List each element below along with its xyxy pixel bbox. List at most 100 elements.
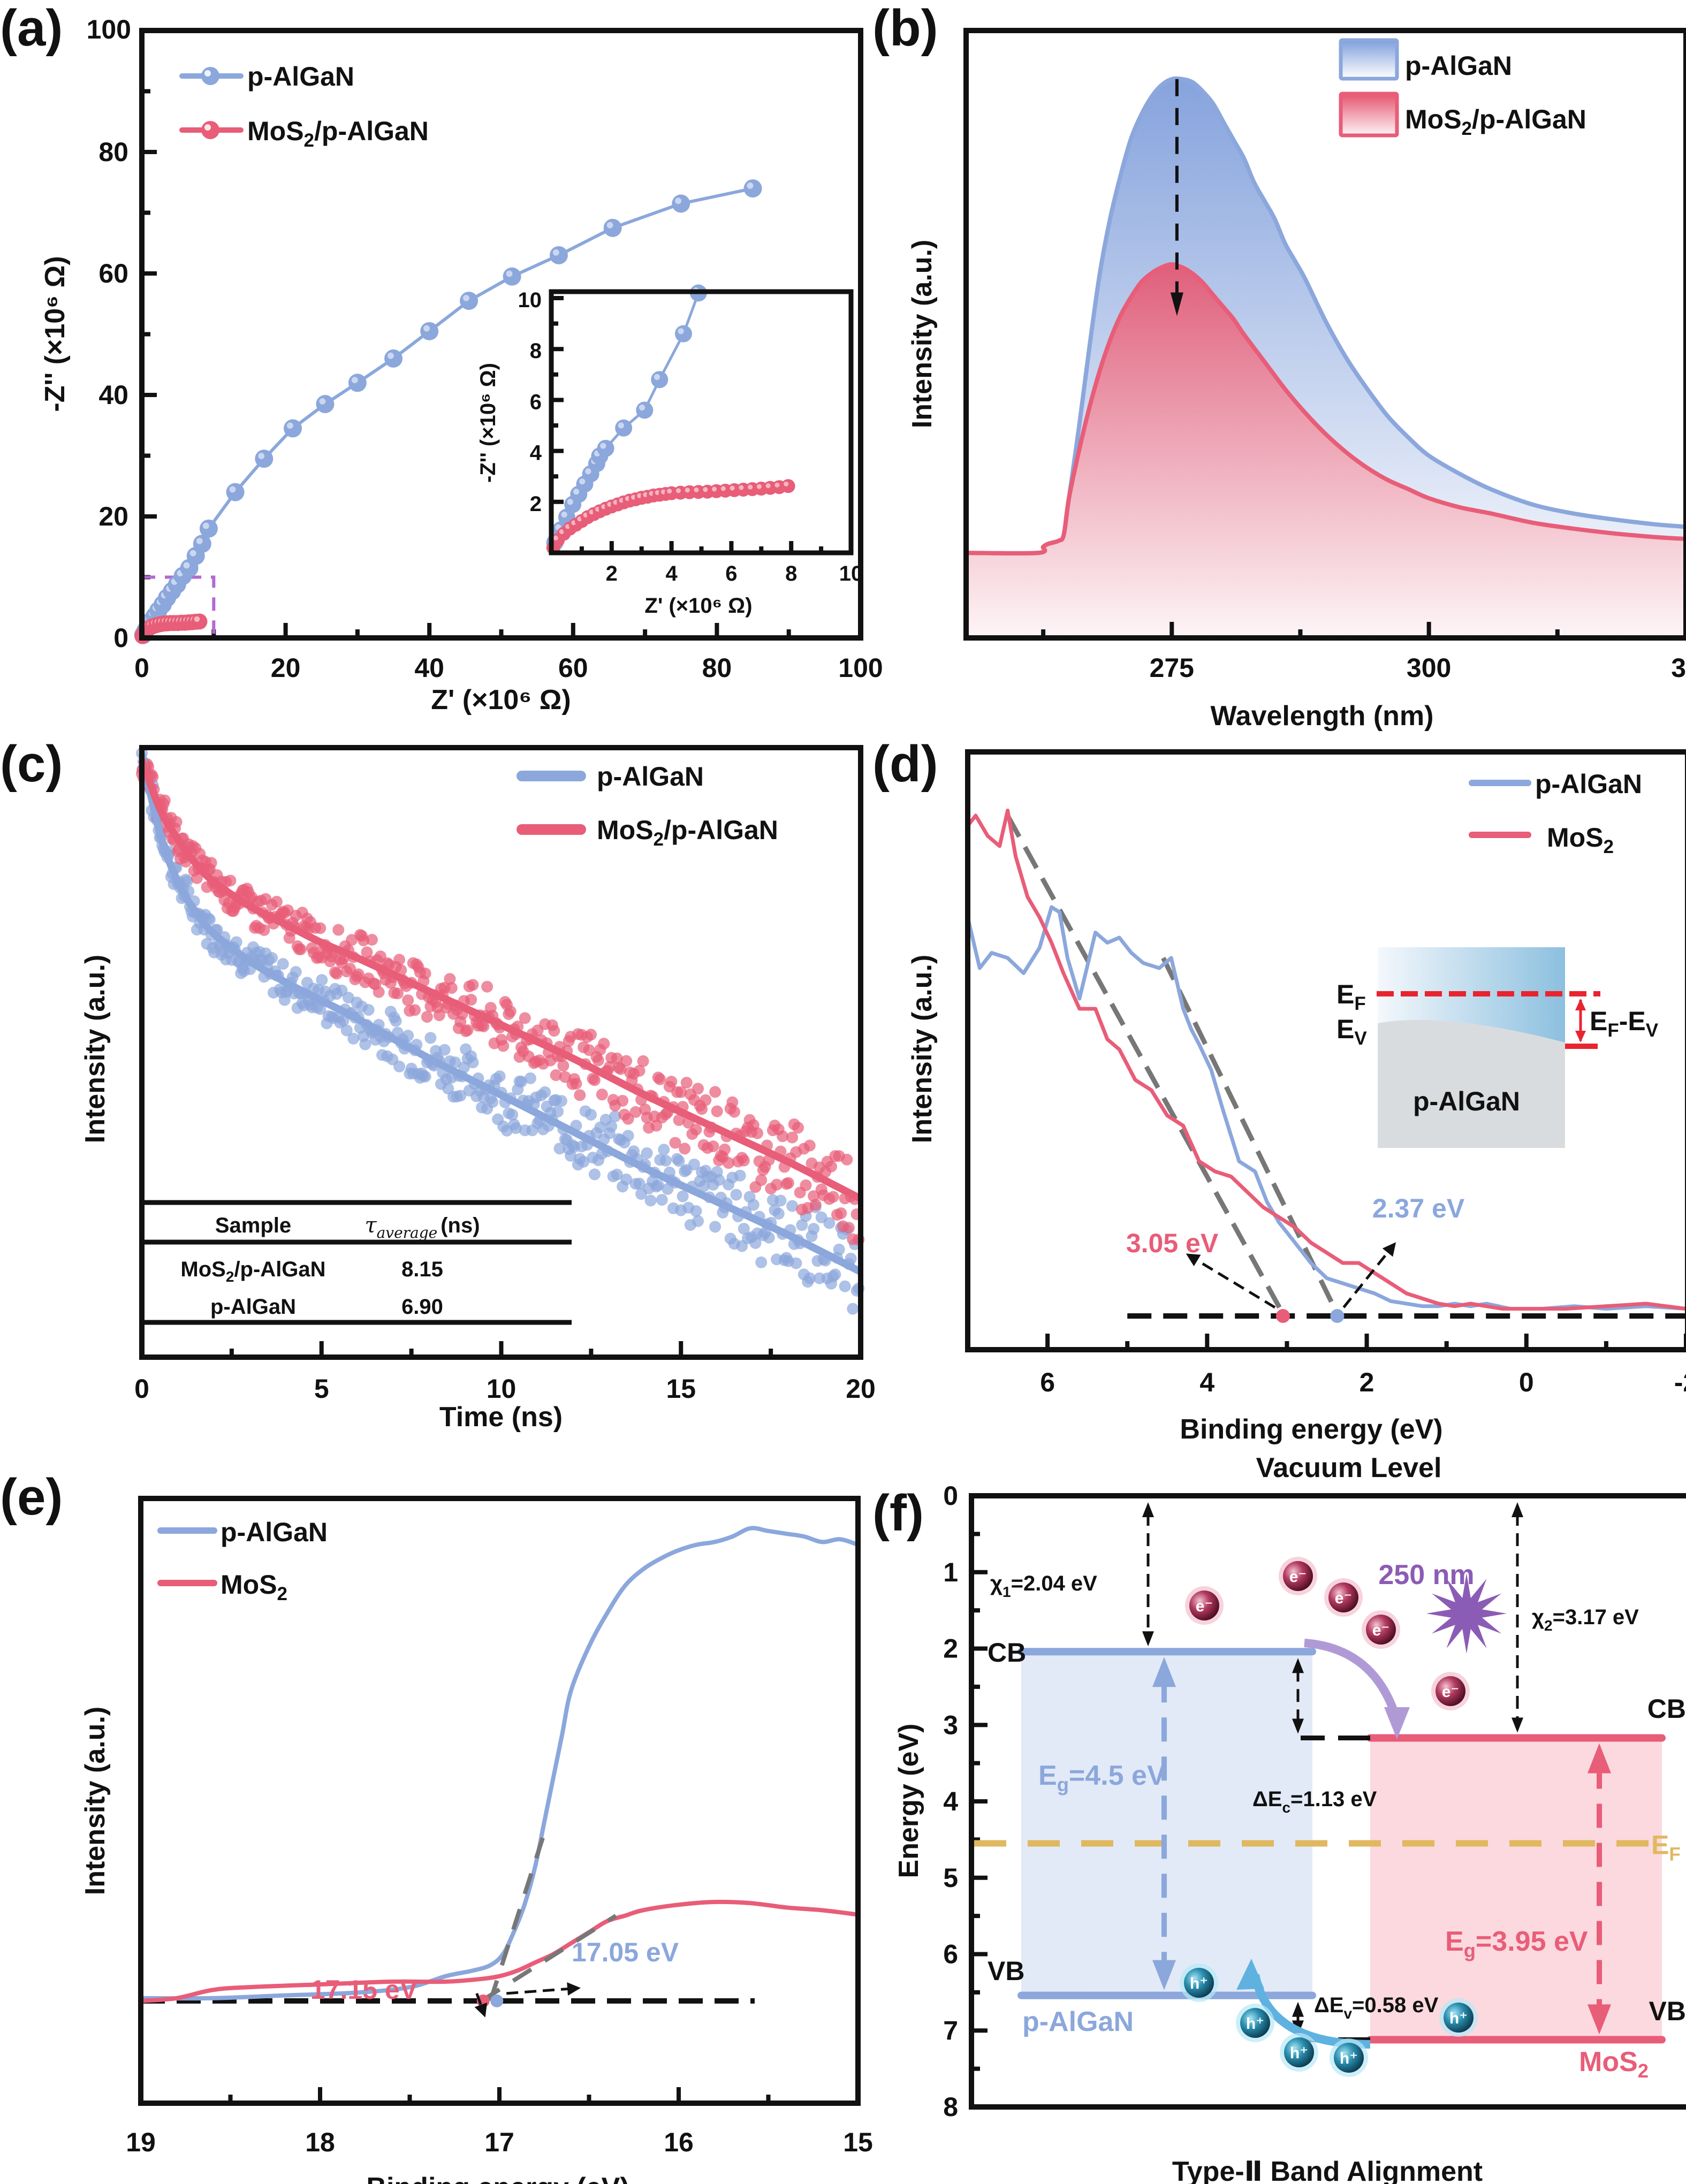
data-point (424, 1032, 437, 1044)
panel-b: (b) 275 300 32 Wavelength (nm) Intensity (… (872, 0, 1686, 732)
bandgap-arrow-mos2-head (1588, 2004, 1611, 2035)
data-point (358, 934, 370, 947)
data-point (809, 1199, 822, 1211)
table-cell-sample: MoS2/p-AlGaN (180, 1258, 325, 1285)
legend-label-p-algan: p-AlGaN (1405, 51, 1512, 81)
data-point (419, 968, 431, 980)
data-point (438, 1044, 451, 1056)
data-point-highlight (606, 222, 613, 229)
data-point (751, 1127, 764, 1139)
extrapolation-line-mos2 (1005, 814, 1285, 1315)
data-point (847, 1303, 859, 1315)
legend-marker-p-algan (201, 67, 219, 85)
inset-data-point-highlight (712, 486, 717, 492)
legend-label-p-algan: p-AlGaN (597, 762, 704, 792)
data-point (641, 1147, 653, 1159)
legend-item-p-algan: p-AlGaN (179, 62, 354, 92)
panel-a-y-tick-label: 20 (98, 501, 128, 531)
data-point (284, 419, 302, 438)
inset-data-point-highlight (561, 511, 567, 518)
inset-data-point (615, 419, 633, 437)
data-point (402, 994, 414, 1007)
data-point (583, 1044, 595, 1056)
annotation-arrow-mos2 (1186, 1253, 1276, 1309)
annotation-label-mos2: 17.15 eV (310, 1975, 418, 2005)
panel-e-x-tick-label: 15 (843, 2127, 873, 2157)
data-point (833, 1243, 845, 1255)
inset-material-label: p-AlGaN (1413, 1086, 1520, 1116)
panel-a-y-tick-label: 100 (87, 14, 131, 44)
electron-icon-label: e⁻ (1335, 1589, 1353, 1607)
data-point (460, 292, 479, 310)
panel-a-inset-x-tick-label: 8 (785, 562, 797, 585)
data-point (839, 1280, 851, 1292)
data-point (347, 1032, 360, 1045)
panel-c-y-axis-title: Intensity (a.u.) (80, 955, 111, 1143)
data-point (205, 857, 217, 869)
panel-c-axes-frame (139, 745, 863, 1360)
inset-data-point-highlight (756, 484, 762, 489)
data-point (730, 1189, 742, 1201)
hole-icon (1184, 1968, 1214, 1998)
data-point (711, 1105, 723, 1117)
bandgap-arrow-p-algan-tail-head (1152, 1657, 1176, 1687)
panel-a-inset-x-tick-label: 10 (839, 562, 863, 585)
panel-d-x-tick-label: 6 (1040, 1367, 1055, 1397)
data-point (552, 1105, 564, 1117)
panel-label-e: (e) (0, 1468, 63, 1526)
panel-a-y-axis-title: -Z'' (×10⁶ Ω) (40, 256, 71, 412)
cb-label-p-algan: CB (988, 1638, 1026, 1668)
legend-label-p-algan: p-AlGaN (1535, 769, 1642, 799)
electron-affinity-arrow-mos2-head (1512, 1717, 1523, 1733)
data-point (331, 968, 343, 980)
legend-label-mos2-p-algan: MoS2/p-AlGaN (597, 815, 778, 850)
hole-icon-label: h⁺ (1340, 2050, 1358, 2067)
data-point (565, 1150, 577, 1162)
extrapolation-line-p-algan (488, 1832, 546, 2002)
data-point (800, 1179, 812, 1191)
data-point-highlight (351, 377, 358, 384)
data-point (796, 1219, 808, 1231)
legend-label-mos2: MoS2 (1547, 823, 1614, 857)
hole-icon-label: h⁺ (1449, 2010, 1468, 2027)
data-point (747, 1199, 760, 1211)
inset-data-point-highlight (703, 487, 708, 492)
inset-data-point-highlight (585, 468, 591, 475)
legend-label-p-algan: p-AlGaN (247, 62, 354, 92)
data-point (555, 1095, 567, 1107)
data-point (650, 1120, 663, 1132)
data-point (713, 1174, 725, 1186)
data-point (510, 1122, 522, 1135)
fit-line-blue (138, 752, 863, 1275)
data-point (294, 943, 307, 955)
data-point (827, 1191, 839, 1203)
annotation-label-p-algan: 2.37 eV (1372, 1193, 1465, 1223)
data-point (841, 1153, 853, 1166)
inset-gap-label: EF-EV (1590, 1006, 1659, 1041)
panel-label-d: (d) (872, 735, 938, 793)
panel-label-b: (b) (872, 0, 938, 57)
data-point (808, 1223, 820, 1235)
panel-a-x-tick-label: 40 (414, 653, 444, 683)
panel-c-x-tick-label: 10 (487, 1374, 517, 1404)
annotation-arrow-p-algan (1342, 1242, 1396, 1308)
data-point (665, 1076, 678, 1088)
panel-c-x-tick-label: 0 (134, 1374, 149, 1404)
data-point (692, 1215, 704, 1227)
panel-e-plot: 17.15 eV 17.05 eV 19 18 17 16 15 (126, 1526, 873, 2157)
band-region-p-algan (1021, 1652, 1312, 1996)
onset-marker-p-algan (490, 1994, 504, 2007)
data-point (270, 895, 283, 908)
data-point (290, 966, 302, 978)
electron-icon-label: e⁻ (1372, 1622, 1390, 1639)
electron-transfer-arrow-head (1384, 1707, 1410, 1739)
table-cell-tau: 6.90 (401, 1295, 443, 1319)
table-cell-sample: p-AlGaN (210, 1295, 296, 1319)
panel-a-inset-frame (549, 289, 854, 555)
data-point-highlight (189, 550, 196, 557)
series-line-red (966, 262, 1686, 555)
data-point (790, 1257, 802, 1269)
cb-label-mos2: CB (1647, 1694, 1686, 1724)
data-point (170, 816, 183, 828)
